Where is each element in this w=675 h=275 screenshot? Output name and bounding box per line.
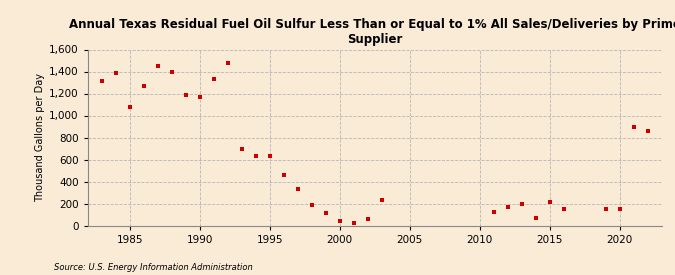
Point	[320, 211, 331, 216]
Point	[544, 200, 555, 205]
Point	[614, 207, 625, 211]
Point	[180, 92, 191, 97]
Point	[348, 221, 359, 226]
Point	[222, 60, 233, 65]
Point	[530, 216, 541, 220]
Point	[502, 205, 513, 209]
Point	[642, 129, 653, 134]
Point	[278, 173, 289, 177]
Y-axis label: Thousand Gallons per Day: Thousand Gallons per Day	[35, 73, 45, 202]
Point	[376, 198, 387, 202]
Point	[306, 202, 317, 207]
Point	[265, 154, 275, 158]
Point	[488, 210, 499, 214]
Point	[110, 70, 121, 75]
Point	[250, 154, 261, 158]
Point	[236, 146, 247, 151]
Point	[600, 207, 611, 211]
Point	[138, 84, 149, 88]
Point	[166, 69, 177, 74]
Point	[194, 95, 205, 99]
Point	[628, 124, 639, 129]
Point	[292, 187, 303, 191]
Point	[362, 217, 373, 221]
Text: Source: U.S. Energy Information Administration: Source: U.S. Energy Information Administ…	[54, 263, 252, 272]
Title: Annual Texas Residual Fuel Oil Sulfur Less Than or Equal to 1% All Sales/Deliver: Annual Texas Residual Fuel Oil Sulfur Le…	[69, 18, 675, 46]
Point	[97, 79, 107, 84]
Point	[153, 64, 163, 68]
Point	[124, 104, 135, 109]
Point	[516, 201, 527, 206]
Point	[209, 77, 219, 81]
Point	[334, 218, 345, 223]
Point	[558, 207, 569, 211]
